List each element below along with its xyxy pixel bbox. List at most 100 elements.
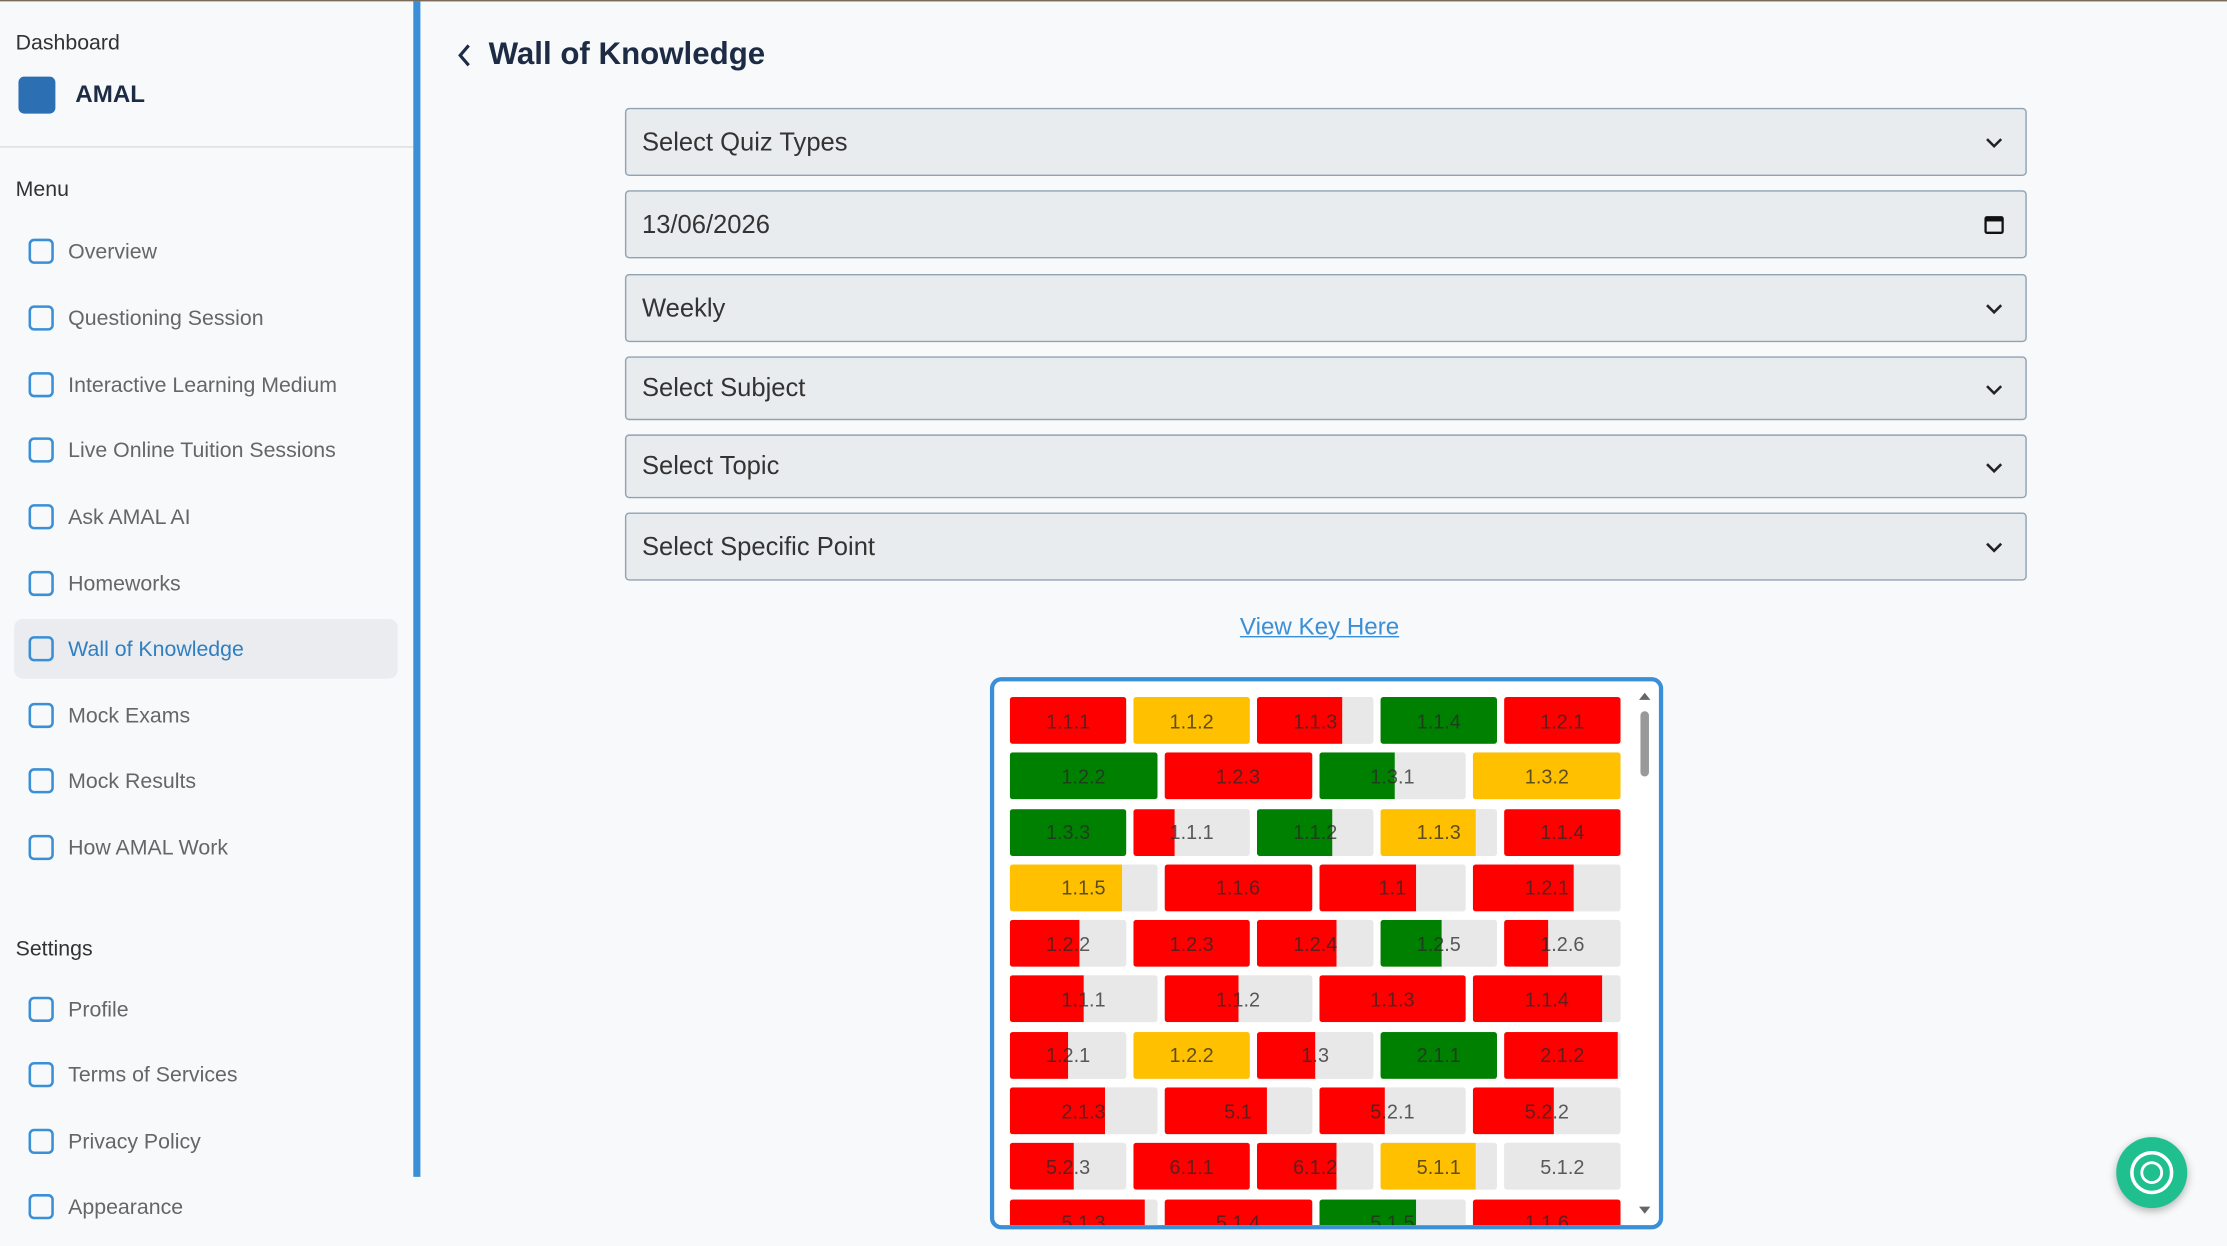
brick-label: 5.2.3 <box>1045 1155 1091 1179</box>
brick[interactable]: 5.1.3 <box>1009 1199 1158 1226</box>
settings-item[interactable]: Appearance <box>14 1177 397 1237</box>
scrollbar[interactable] <box>1638 689 1652 1219</box>
menu-item[interactable]: Overview <box>14 221 397 281</box>
brick-fill <box>1164 975 1238 1023</box>
brick[interactable]: 1.1.1 <box>1009 697 1127 744</box>
settings-item[interactable]: Terms of Services <box>14 1045 397 1105</box>
brick-label: 1.1.1 <box>1061 988 1106 1011</box>
brick[interactable]: 1.1.5 <box>1009 864 1158 912</box>
brick[interactable]: 1.1 <box>1318 864 1467 912</box>
settings-label: Profile <box>68 997 129 1022</box>
brick[interactable]: 1.1.1 <box>1009 975 1158 1023</box>
menu-title: Menu <box>15 177 69 202</box>
settings-item[interactable]: Profile <box>14 980 397 1040</box>
brick[interactable]: 1.1.6 <box>1473 1199 1621 1226</box>
menu-icon <box>28 768 54 794</box>
brick[interactable]: 5.2.3 <box>1009 1143 1127 1191</box>
menu-item[interactable]: Mock Exams <box>14 686 397 746</box>
back-button[interactable] <box>454 41 474 69</box>
brick-fill <box>1133 808 1175 856</box>
brick-fill <box>1504 697 1621 744</box>
menu-item[interactable]: Homeworks <box>14 554 397 614</box>
menu-item[interactable]: Ask AMAL AI <box>14 487 397 547</box>
brick-fill <box>1164 864 1312 912</box>
brick[interactable]: 1.2.3 <box>1164 752 1312 800</box>
view-key-link[interactable]: View Key Here <box>1239 613 1400 641</box>
menu-item[interactable]: Interactive Learning Medium <box>14 355 397 415</box>
brick-label: 6.1.2 <box>1293 1155 1338 1179</box>
brick[interactable]: 1.1.1 <box>1133 808 1250 856</box>
filter-field[interactable]: Weekly <box>624 273 2027 343</box>
brick-label: 1.1.6 <box>1215 876 1261 900</box>
brick[interactable]: 1.1.2 <box>1133 697 1250 744</box>
brick[interactable]: 1.1.4 <box>1504 808 1621 856</box>
menu-item[interactable]: Wall of Knowledge <box>14 618 398 679</box>
menu-icon <box>28 1062 54 1088</box>
brick[interactable]: 1.3.2 <box>1473 752 1621 800</box>
filter-field[interactable]: Select Quiz Types <box>624 107 2027 177</box>
menu-label: Mock Results <box>68 768 197 793</box>
brick[interactable]: 1.2.5 <box>1380 920 1497 968</box>
brick[interactable]: 1.1.2 <box>1164 975 1312 1023</box>
divider <box>0 146 414 148</box>
brick[interactable]: 1.2.1 <box>1009 1031 1127 1079</box>
menu-item[interactable]: How AMAL Work <box>14 818 397 878</box>
brick[interactable]: 1.2.1 <box>1473 864 1621 912</box>
brick-fill <box>1504 920 1549 968</box>
brick[interactable]: 5.2.1 <box>1318 1087 1467 1135</box>
brick[interactable]: 1.1.4 <box>1473 975 1621 1023</box>
ai-assistant-button[interactable] <box>2116 1137 2188 1209</box>
brick[interactable]: 1.3 <box>1256 1031 1374 1079</box>
brick[interactable]: 6.1.2 <box>1256 1143 1374 1191</box>
brick[interactable]: 1.2.2 <box>1009 752 1158 800</box>
brick[interactable]: 1.2.2 <box>1009 920 1127 968</box>
brick-label: 5.2.2 <box>1524 1099 1569 1123</box>
brick[interactable]: 5.1 <box>1164 1087 1312 1135</box>
brick[interactable]: 2.1.3 <box>1009 1087 1158 1135</box>
menu-item[interactable]: Live Online Tuition Sessions <box>14 420 397 480</box>
brick-fill <box>1009 864 1122 912</box>
brick[interactable]: 5.2.2 <box>1473 1087 1621 1135</box>
brick[interactable]: 1.2.3 <box>1133 920 1250 968</box>
brick[interactable]: 1.1.2 <box>1256 808 1374 856</box>
brick-label: 1.1.3 <box>1293 709 1338 732</box>
brick-label: 1.2.6 <box>1540 932 1585 955</box>
brick[interactable]: 1.3.1 <box>1318 752 1467 800</box>
brick[interactable]: 5.1.5 <box>1318 1199 1467 1226</box>
brick[interactable]: 1.3.3 <box>1009 808 1127 856</box>
brick[interactable]: 1.1.6 <box>1164 864 1312 912</box>
dashboard-label: Dashboard <box>15 31 120 56</box>
filter-field[interactable]: 13/06/2026 <box>624 190 2027 259</box>
filter-field[interactable]: Select Specific Point <box>624 512 2027 581</box>
filter-field[interactable]: Select Subject <box>624 356 2027 421</box>
brick[interactable]: 2.1.2 <box>1504 1031 1621 1079</box>
brick[interactable]: 1.2.4 <box>1256 920 1374 968</box>
brick-fill <box>1380 1143 1477 1191</box>
calendar-icon <box>1984 216 2004 234</box>
brick[interactable]: 1.2.2 <box>1133 1031 1250 1079</box>
brick[interactable]: 1.2.1 <box>1504 697 1621 744</box>
brick-label: 2.1.3 <box>1061 1099 1106 1123</box>
brick[interactable]: 1.1.3 <box>1380 808 1497 856</box>
brick-fill <box>1380 808 1477 856</box>
brick[interactable]: 1.1.4 <box>1380 697 1497 744</box>
brick[interactable]: 1.2.6 <box>1504 920 1621 968</box>
menu-label: Wall of Knowledge <box>68 636 244 661</box>
brick[interactable]: 5.1.1 <box>1380 1143 1497 1191</box>
brick[interactable]: 5.1.2 <box>1504 1143 1621 1191</box>
logo <box>18 76 56 114</box>
filter-field[interactable]: Select Topic <box>624 434 2027 499</box>
brick-fill <box>1318 1087 1386 1135</box>
brick[interactable]: 5.1.4 <box>1164 1199 1312 1226</box>
menu-item[interactable]: Mock Results <box>14 751 397 811</box>
brick[interactable]: 1.1.3 <box>1318 975 1467 1023</box>
menu-item[interactable]: Questioning Session <box>14 288 397 348</box>
brick-label: 1.2.4 <box>1293 932 1338 955</box>
brick[interactable]: 1.1.3 <box>1256 697 1374 744</box>
settings-item[interactable]: Privacy Policy <box>14 1112 397 1172</box>
filter-text: 13/06/2026 <box>641 209 770 238</box>
brick-label: 1.3.3 <box>1045 820 1091 844</box>
brick-fill <box>1009 1143 1074 1191</box>
brick[interactable]: 2.1.1 <box>1380 1031 1497 1079</box>
brick[interactable]: 6.1.1 <box>1133 1143 1250 1191</box>
